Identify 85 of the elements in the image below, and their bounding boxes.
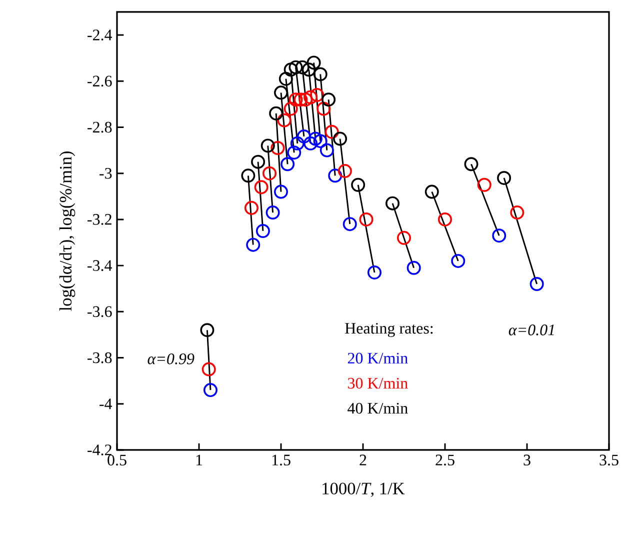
point [406,260,421,275]
point [288,60,303,74]
point [333,132,348,146]
point [262,166,277,180]
point [359,212,374,226]
point [203,383,218,398]
point [342,217,357,232]
point [386,196,400,210]
text: 30 K/min [348,378,408,389]
point [304,136,318,150]
point [294,92,308,107]
point [274,86,288,100]
point [351,178,366,192]
point [320,143,334,158]
point [277,113,292,128]
point [200,323,214,338]
y-tick-label: -3 [100,168,112,179]
point [274,184,288,199]
point [269,106,284,120]
x-tick-label: 3.5 [600,454,618,466]
y-tick-label: -3.8 [88,352,112,364]
point [302,62,316,77]
point [284,102,298,116]
point [280,157,295,172]
point [266,206,280,220]
y-axis-title: log(dα/dτ), log(%/min) [59,152,76,311]
point [492,228,506,243]
point [310,88,324,102]
x-tick-label: 2.5 [436,454,454,466]
point [290,136,304,150]
point [313,134,328,148]
point [367,265,382,280]
point [260,138,275,153]
x-tick-label: 1 [196,454,202,466]
point [284,62,298,77]
point [451,254,466,268]
y-tick-label: -3.4 [88,260,112,271]
point [298,92,313,107]
point [510,206,524,220]
point [254,180,268,194]
point [324,124,339,139]
point [288,92,303,107]
point [322,92,336,107]
point [308,132,322,146]
text: 40 K/min [348,402,408,414]
point [464,157,478,172]
point [270,140,285,155]
point [306,56,321,70]
x-tick-label: 1.5 [272,454,290,466]
point [202,362,216,376]
y-tick-label: -4 [100,398,112,410]
point [477,178,492,192]
y-tick-label: -3.6 [88,306,112,318]
point [313,67,328,82]
y-tick-label: -2.8 [88,122,112,133]
annotation: α=0.01 [508,324,554,336]
x-axis-title: 1000/T, 1/K [322,482,405,497]
x-tick-label: 2 [360,454,366,466]
y-tick-label: -4.2 [88,444,112,456]
point [304,90,318,104]
point [530,277,544,292]
point [246,238,260,252]
point [497,170,512,185]
x-tick-label: 0.5 [108,454,126,466]
point [438,212,452,226]
point [278,72,293,86]
point [296,129,311,144]
point [316,102,331,116]
y-tick-label: -2.6 [88,76,112,87]
point [287,146,302,160]
text: 20 K/min [348,352,408,364]
point [256,224,270,238]
point [328,168,342,183]
annotation: Heating rates: [345,322,433,337]
point [251,154,266,169]
x-tick-label: 3 [524,454,530,466]
annotation: α=0.99 [148,353,194,364]
point [244,200,258,215]
point [338,164,352,178]
point [295,60,310,74]
point [424,184,439,199]
point [397,230,412,245]
y-tick-label: -3.2 [88,214,112,225]
y-tick-label: -2.4 [88,30,112,40]
point [241,168,256,183]
